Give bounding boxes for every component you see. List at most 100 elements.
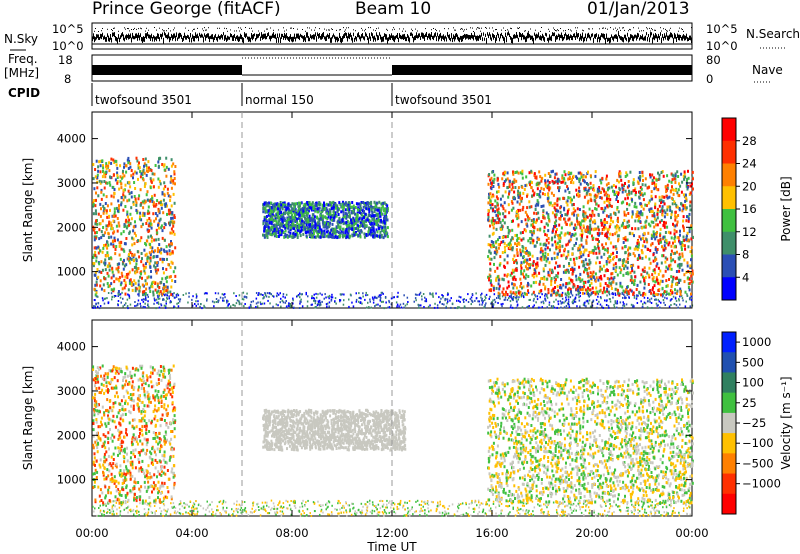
scatter-cell <box>297 205 300 209</box>
scatter-cell <box>497 246 500 250</box>
scatter-cell <box>591 209 594 213</box>
scatter-cell <box>123 286 126 290</box>
scatter-cell <box>586 235 589 239</box>
nsky-mark <box>324 36 325 40</box>
ground-scatter-cell <box>213 305 215 308</box>
nsky-dot <box>324 28 325 30</box>
ground-scatter-cell <box>282 301 285 304</box>
scatter-cell <box>325 202 328 206</box>
ground-scatter-cell <box>648 298 651 301</box>
scatter-cell <box>302 232 305 236</box>
scatter-cell <box>275 235 278 238</box>
scatter-cell <box>119 180 122 184</box>
ground-scatter-cell <box>489 295 491 298</box>
scatter-cell <box>599 288 602 292</box>
scatter-cell <box>156 254 159 258</box>
nsky-mark <box>537 34 538 39</box>
scatter-cell <box>130 195 133 199</box>
scatter-cell <box>293 224 296 228</box>
scatter-cell <box>292 208 295 211</box>
nsky-mark <box>142 37 143 43</box>
scatter-cell <box>94 204 97 208</box>
nsky-dot <box>518 28 519 29</box>
nsky-dot <box>95 28 96 29</box>
scatter-cell <box>263 229 266 233</box>
nsky-mark <box>631 34 632 39</box>
scatter-cell <box>274 202 277 206</box>
scatter-cell <box>125 237 128 240</box>
scatter-cell <box>160 280 163 284</box>
scatter-cell <box>273 227 276 231</box>
ground-scatter-cell <box>482 300 484 302</box>
scatter-cell <box>108 268 111 272</box>
scatter-cell <box>333 227 336 231</box>
ground-scatter-cell <box>305 293 307 296</box>
scatter-cell <box>111 214 114 218</box>
scatter-cell <box>652 220 655 224</box>
nsky-mark <box>413 37 414 43</box>
scatter-cell <box>502 212 505 216</box>
scatter-cell <box>551 211 554 215</box>
scatter-cell <box>691 187 694 191</box>
scatter-cell <box>539 175 542 179</box>
ground-scatter-cell <box>684 305 687 308</box>
nsky-dot <box>226 28 227 30</box>
ground-scatter-cell <box>101 297 104 300</box>
scatter-cell <box>266 223 269 227</box>
scatter-cell <box>623 213 626 217</box>
scatter-cell <box>166 290 169 294</box>
scatter-cell <box>108 220 111 224</box>
ground-scatter-cell <box>158 297 161 300</box>
scatter-cell <box>337 231 340 234</box>
scatter-cell <box>342 207 345 211</box>
nsky-mark <box>322 32 323 39</box>
freq-label: Freq. <box>8 52 38 66</box>
ground-scatter-cell <box>439 301 441 304</box>
ground-scatter-cell <box>224 296 226 299</box>
scatter-cell <box>621 190 624 194</box>
scatter-cell <box>592 236 595 240</box>
scatter-cell <box>325 206 328 210</box>
ground-scatter-cell <box>187 301 189 304</box>
ground-scatter-cell <box>514 296 517 299</box>
scatter-cell <box>94 175 97 179</box>
nsky-mark <box>127 35 128 39</box>
nsky-mark <box>674 32 675 39</box>
scatter-cell <box>149 224 152 228</box>
nsky-dot <box>541 27 542 28</box>
ground-scatter-cell <box>351 301 353 304</box>
ground-scatter-cell <box>117 304 119 307</box>
nsky-dot <box>462 28 463 30</box>
nsky-mark <box>601 33 602 37</box>
scatter-cell <box>352 217 355 221</box>
ground-scatter-cell <box>143 292 146 295</box>
nsky-mark <box>621 36 622 41</box>
ground-scatter-cell <box>175 295 178 298</box>
scatter-cell <box>667 292 670 296</box>
scatter-cell <box>107 243 110 247</box>
scatter-cell <box>670 249 673 253</box>
ground-scatter-cell <box>624 297 626 300</box>
nsky-mark <box>619 35 620 39</box>
scatter-cell <box>157 207 160 211</box>
ground-scatter-cell <box>484 299 486 302</box>
nsky-mark <box>253 34 254 39</box>
nsky-mark <box>468 34 469 40</box>
scatter-cell <box>116 176 119 179</box>
scatter-cell <box>128 281 131 285</box>
nsky-mark <box>533 37 534 44</box>
scatter-cell <box>339 202 342 206</box>
scatter-cell <box>567 187 569 191</box>
nsky-dot <box>461 28 462 30</box>
scatter-cell <box>275 207 278 211</box>
scatter-cell <box>161 191 164 195</box>
nsky-tick-low: 10^0 <box>52 39 84 53</box>
scatter-cell <box>573 284 576 288</box>
scatter-cell <box>142 211 145 215</box>
ground-scatter-cell <box>177 305 180 308</box>
scatter-cell <box>522 255 525 259</box>
scatter-cell <box>95 212 98 216</box>
nsky-mark <box>213 37 214 43</box>
nsky-mark <box>120 35 121 39</box>
nsky-mark <box>356 36 357 42</box>
